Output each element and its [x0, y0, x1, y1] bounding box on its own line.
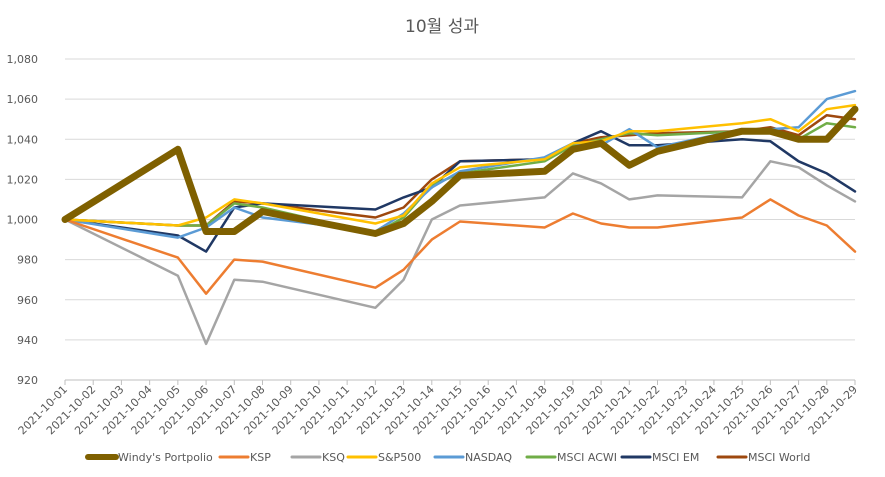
y-tick-label: 1,060: [7, 93, 39, 106]
series-line: [63, 160, 857, 346]
series-line: [63, 103, 857, 227]
legend-label: Windy's Portpolio: [118, 451, 213, 464]
y-tick-label: 920: [17, 374, 38, 387]
y-tick-label: 1,000: [7, 214, 39, 227]
axes: 9209409609801,0001,0201,0401,0601,080202…: [7, 53, 861, 437]
legend-label: MSCI World: [748, 451, 810, 464]
legend-label: KSQ: [322, 451, 345, 464]
gridlines: [65, 58, 855, 381]
y-tick-label: 1,080: [7, 53, 39, 66]
series-line: [61, 105, 859, 237]
legend: Windy's Portpolio KSP KSQ S&P500 NASDAQ MSCI …: [85, 451, 810, 464]
legend-label: NASDAQ: [465, 451, 512, 464]
chart-title: 10월 성과: [405, 17, 479, 37]
legend-label: MSCI EM: [652, 451, 699, 464]
y-tick-label: 940: [17, 334, 38, 347]
legend-label: S&P500: [378, 451, 421, 464]
y-tick-label: 960: [17, 294, 38, 307]
series-line: [63, 129, 857, 253]
legend-label: KSP: [250, 451, 271, 464]
y-tick-label: 980: [17, 254, 38, 267]
series-lines: [61, 89, 859, 346]
legend-label: MSCI ACWI: [557, 451, 617, 464]
y-tick-label: 1,020: [7, 173, 39, 186]
series-line: [63, 198, 857, 295]
y-tick-label: 1,040: [7, 133, 39, 146]
